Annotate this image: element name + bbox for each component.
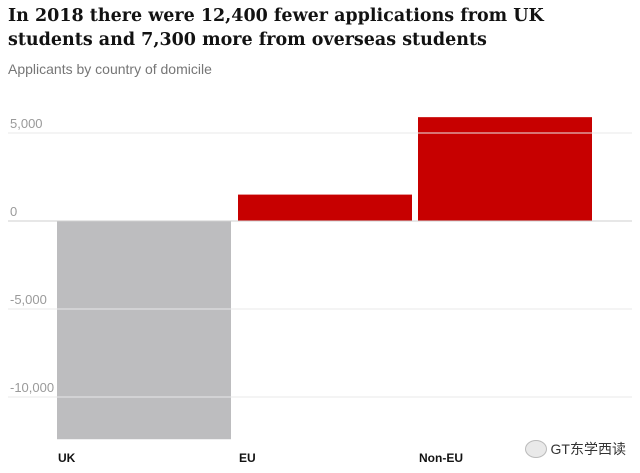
- y-tick-label: 5,000: [10, 116, 43, 131]
- chart-title: In 2018 there were 12,400 fewer applicat…: [8, 6, 544, 50]
- bar-non-eu: [418, 117, 592, 221]
- y-tick-label: 0: [10, 204, 17, 219]
- category-label: EU: [239, 451, 256, 465]
- y-tick-label: -5,000: [10, 292, 47, 307]
- watermark-text: GT东学西读: [550, 441, 626, 457]
- y-tick-label: -10,000: [10, 380, 54, 395]
- chart-subtitle: Applicants by country of domicile: [8, 61, 212, 77]
- wechat-icon: [524, 440, 547, 458]
- watermark: GT东学西读: [524, 439, 626, 459]
- bar-eu: [238, 194, 412, 221]
- category-label: Non-EU: [419, 451, 463, 465]
- category-label: UK: [58, 451, 76, 465]
- bar-uk: [57, 221, 231, 440]
